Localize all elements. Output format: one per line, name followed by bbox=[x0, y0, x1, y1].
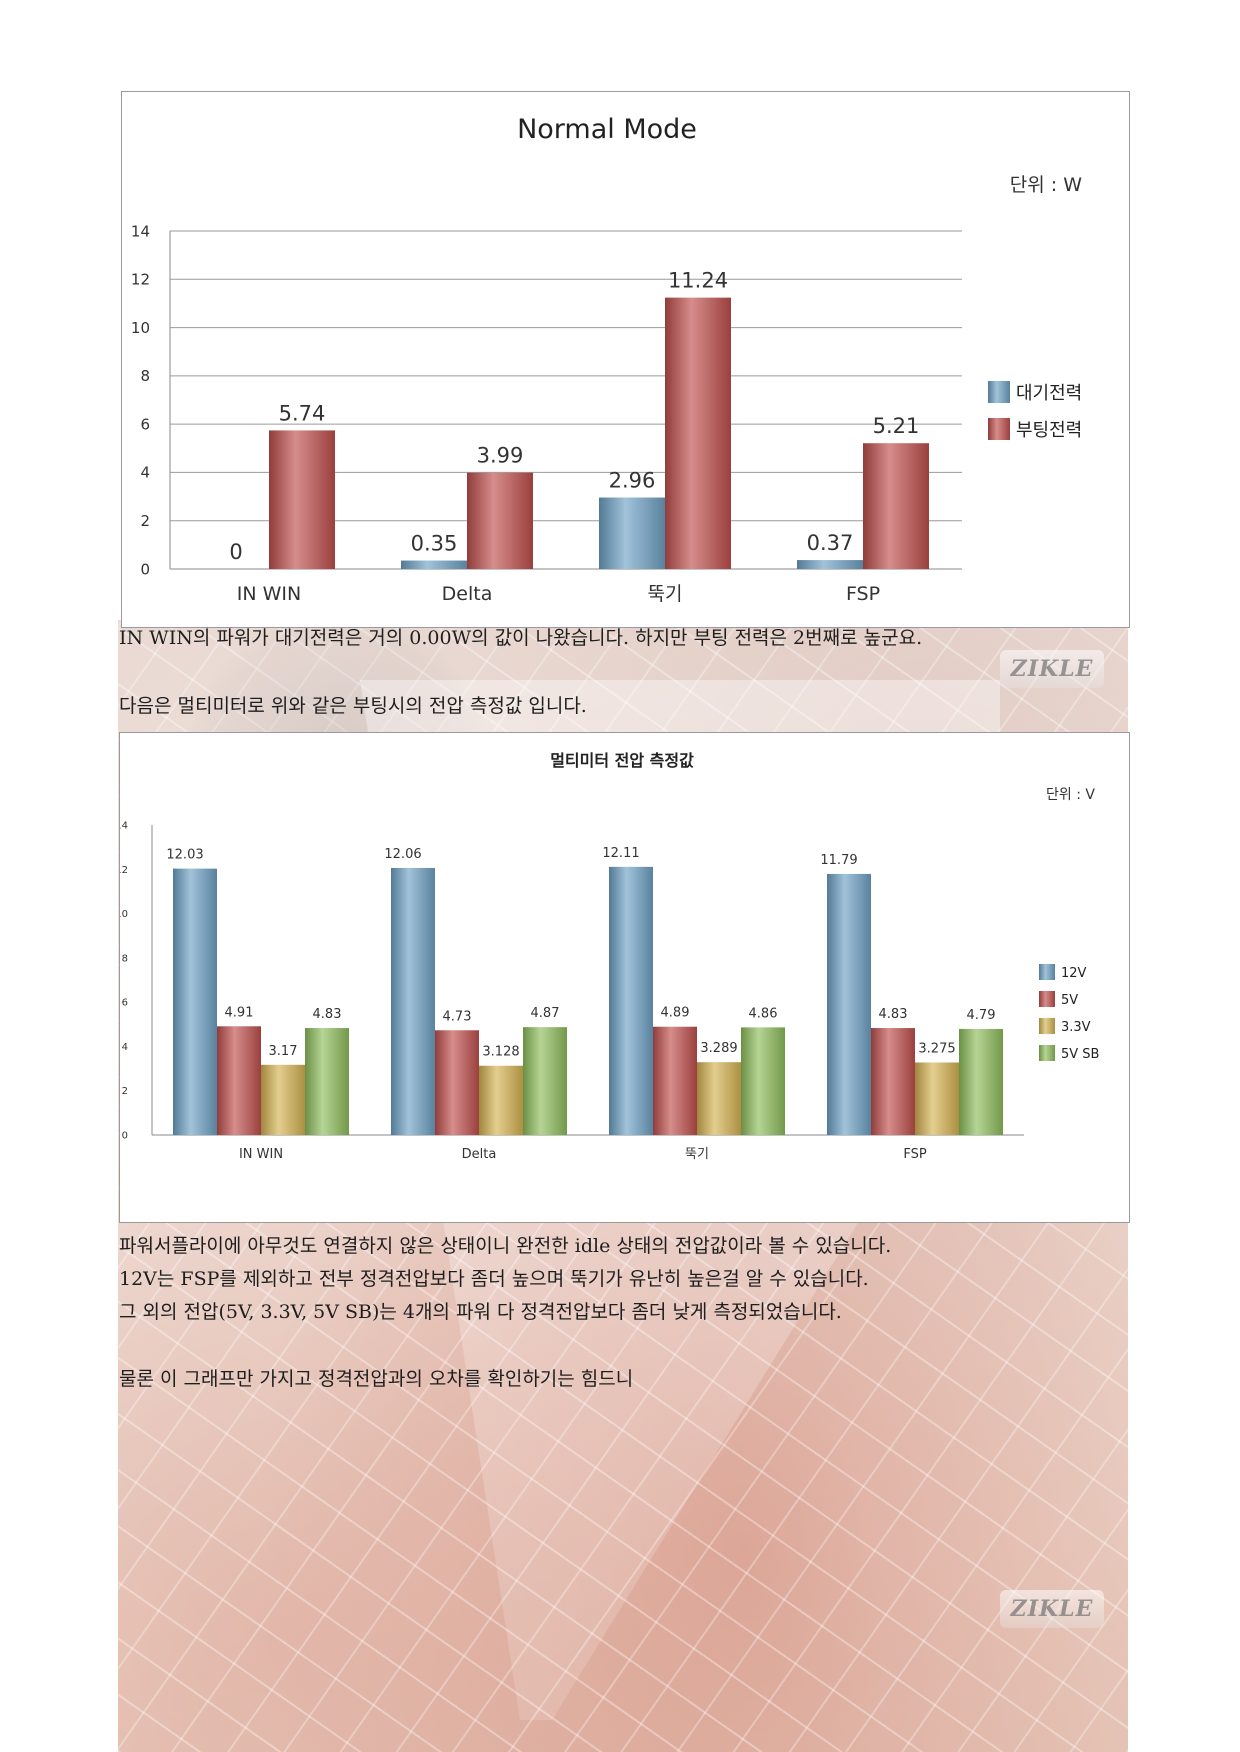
bar bbox=[523, 1027, 567, 1135]
data-label: 5.74 bbox=[279, 401, 326, 425]
bar bbox=[797, 560, 863, 569]
chart-title: 멀티미터 전압 측정값 bbox=[550, 751, 694, 770]
bar bbox=[173, 868, 217, 1135]
y-tick-label: 10 bbox=[120, 909, 128, 920]
legend-label: 12V bbox=[1061, 966, 1087, 981]
category-label: 뚝기 bbox=[685, 1147, 709, 1162]
data-label: 0 bbox=[229, 540, 242, 564]
data-label: 3.128 bbox=[482, 1045, 519, 1060]
data-label: 11.24 bbox=[668, 269, 728, 293]
data-label: 0.37 bbox=[807, 531, 854, 555]
bar bbox=[305, 1028, 349, 1135]
y-tick-label: 12 bbox=[131, 271, 150, 289]
y-tick-label: 2 bbox=[122, 1086, 128, 1097]
data-label: 0.35 bbox=[411, 532, 458, 556]
chart-title: Normal Mode bbox=[517, 114, 697, 145]
legend-label: 5V SB bbox=[1061, 1047, 1099, 1062]
data-label: 4.86 bbox=[749, 1006, 778, 1021]
legend-swatch bbox=[988, 418, 1010, 440]
legend-swatch bbox=[1039, 991, 1055, 1007]
legend-swatch bbox=[988, 381, 1010, 403]
watermark-logo: ZIKLE bbox=[1000, 650, 1104, 688]
data-label: 3.275 bbox=[918, 1041, 955, 1056]
normal-mode-chart: Normal Mode 단위 : W 0 2 4 6 8 10 12 14 0 5.74 IN WIN 0… bbox=[121, 91, 1130, 628]
bar bbox=[827, 873, 871, 1135]
y-tick-label: 14 bbox=[120, 821, 128, 832]
y-tick-label: 2 bbox=[140, 512, 150, 530]
data-label: 2.96 bbox=[609, 469, 656, 493]
data-label: 4.89 bbox=[661, 1006, 690, 1021]
legend-swatch bbox=[1039, 1045, 1055, 1061]
data-label: 12.11 bbox=[602, 846, 639, 861]
bar bbox=[915, 1062, 959, 1135]
data-label: 4.83 bbox=[879, 1007, 908, 1022]
legend-label: 5V bbox=[1061, 993, 1078, 1008]
y-tick-label: 0 bbox=[122, 1131, 128, 1142]
y-tick-label: 4 bbox=[140, 464, 150, 482]
paragraph-closing: 물론 이 그래프만 가지고 정격전압과의 오차를 확인하기는 힘드니 bbox=[119, 1368, 634, 1390]
paragraph-standby-note: IN WIN의 파워가 대기전력은 거의 0.00W의 값이 나왔습니다. 하지… bbox=[119, 627, 923, 649]
bar bbox=[741, 1027, 785, 1135]
data-label: 3.99 bbox=[477, 444, 524, 468]
data-label: 4.87 bbox=[531, 1006, 560, 1021]
y-tick-label: 14 bbox=[131, 222, 150, 240]
data-label: 11.79 bbox=[820, 853, 857, 868]
y-tick-label: 0 bbox=[140, 560, 150, 578]
bar bbox=[863, 443, 929, 569]
unit-label: 단위 : W bbox=[1010, 174, 1082, 196]
bar bbox=[261, 1064, 305, 1135]
bar bbox=[599, 497, 665, 569]
bar bbox=[401, 560, 467, 569]
y-tick-label: 8 bbox=[140, 367, 150, 385]
data-label: 5.21 bbox=[873, 414, 920, 438]
bar bbox=[269, 430, 335, 569]
text-line: 파워서플라이에 아무것도 연결하지 않은 상태이니 완전한 idle 상태의 전… bbox=[119, 1235, 892, 1257]
data-label: 4.79 bbox=[967, 1008, 996, 1023]
paragraph-intro-voltage: 다음은 멀티미터로 위와 같은 부팅시의 전압 측정값 입니다. bbox=[119, 695, 587, 717]
data-label: 4.83 bbox=[313, 1007, 342, 1022]
category-label: IN WIN bbox=[237, 583, 301, 605]
bar bbox=[609, 866, 653, 1135]
bar bbox=[665, 297, 731, 569]
bar bbox=[435, 1030, 479, 1135]
legend-swatch bbox=[1039, 1018, 1055, 1034]
bar bbox=[697, 1062, 741, 1135]
y-tick-label: 6 bbox=[122, 998, 128, 1009]
data-label: 12.06 bbox=[384, 847, 421, 862]
y-tick-label: 8 bbox=[122, 953, 128, 964]
text-line: 12V는 FSP를 제외하고 전부 정격전압보다 좀더 높으며 뚝기가 유난히 … bbox=[119, 1268, 869, 1290]
bar bbox=[217, 1026, 261, 1135]
bar bbox=[959, 1028, 1003, 1135]
bar bbox=[653, 1026, 697, 1135]
text-line: 그 외의 전압(5V, 3.3V, 5V SB)는 4개의 파워 다 정격전압보… bbox=[119, 1301, 842, 1323]
data-label: 4.73 bbox=[443, 1009, 472, 1024]
unit-label: 단위 : V bbox=[1046, 787, 1095, 803]
bar bbox=[479, 1065, 523, 1135]
y-tick-label: 4 bbox=[122, 1042, 128, 1053]
data-label: 3.289 bbox=[700, 1041, 737, 1056]
legend-label: 부팅전력 bbox=[1016, 420, 1082, 441]
data-label: 3.17 bbox=[269, 1044, 298, 1059]
y-tick-label: 6 bbox=[140, 415, 150, 433]
category-label: 뚝기 bbox=[648, 583, 683, 605]
data-label: 12.03 bbox=[166, 848, 203, 863]
category-label: IN WIN bbox=[239, 1147, 283, 1162]
category-label: FSP bbox=[846, 583, 880, 605]
legend-swatch bbox=[1039, 964, 1055, 980]
watermark-logo: ZIKLE bbox=[1000, 1590, 1104, 1628]
bar bbox=[871, 1028, 915, 1135]
paragraph-voltage-summary: 파워서플라이에 아무것도 연결하지 않은 상태이니 완전한 idle 상태의 전… bbox=[119, 1230, 891, 1329]
y-tick-label: 12 bbox=[120, 865, 128, 876]
bar bbox=[391, 867, 435, 1135]
data-label: 4.91 bbox=[225, 1005, 254, 1020]
legend-label: 대기전력 bbox=[1016, 383, 1082, 404]
category-label: Delta bbox=[462, 1147, 497, 1162]
category-label: Delta bbox=[442, 583, 493, 605]
bar bbox=[467, 472, 533, 569]
legend-label: 3.3V bbox=[1061, 1020, 1091, 1035]
y-tick-label: 10 bbox=[131, 319, 150, 337]
category-label: FSP bbox=[903, 1147, 927, 1162]
